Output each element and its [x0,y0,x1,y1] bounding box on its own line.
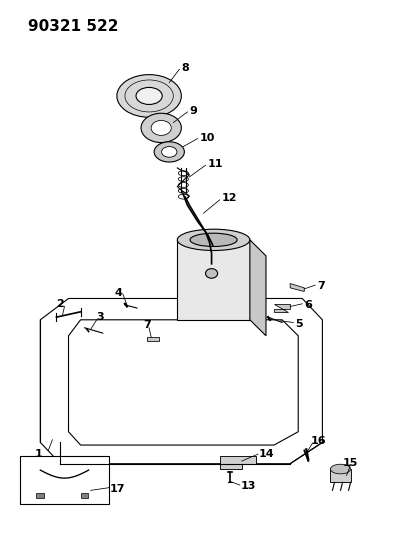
Bar [36,493,44,498]
Text: 16: 16 [310,437,326,446]
Polygon shape [250,240,266,336]
Text: 5: 5 [295,319,303,328]
Text: 14: 14 [259,449,275,459]
Ellipse shape [117,75,181,117]
Polygon shape [147,337,159,341]
Text: 11: 11 [208,159,223,169]
Ellipse shape [190,233,237,247]
Text: 2: 2 [56,299,64,309]
Text: 17: 17 [110,484,125,494]
Ellipse shape [330,464,351,474]
Ellipse shape [141,114,181,143]
Polygon shape [220,456,256,469]
Ellipse shape [136,87,162,104]
Text: 8: 8 [181,63,189,72]
Ellipse shape [154,142,185,162]
Text: 10: 10 [199,133,215,142]
Ellipse shape [177,229,250,251]
FancyBboxPatch shape [20,456,109,504]
Text: 6: 6 [304,300,312,310]
Ellipse shape [162,147,177,157]
Polygon shape [330,469,351,482]
Polygon shape [177,240,250,320]
Text: 12: 12 [222,193,237,203]
Bar [81,493,88,498]
Ellipse shape [206,269,218,278]
Text: 7: 7 [143,320,151,330]
Polygon shape [274,304,290,312]
Text: 7: 7 [317,281,324,291]
Ellipse shape [151,120,171,135]
Text: 90321 522: 90321 522 [28,19,119,34]
Text: 15: 15 [343,458,358,467]
Polygon shape [290,284,304,292]
Text: 3: 3 [97,312,104,322]
Text: 13: 13 [241,481,256,491]
Text: 9: 9 [189,106,197,116]
Text: 4: 4 [115,288,123,298]
Text: 1: 1 [34,449,42,459]
